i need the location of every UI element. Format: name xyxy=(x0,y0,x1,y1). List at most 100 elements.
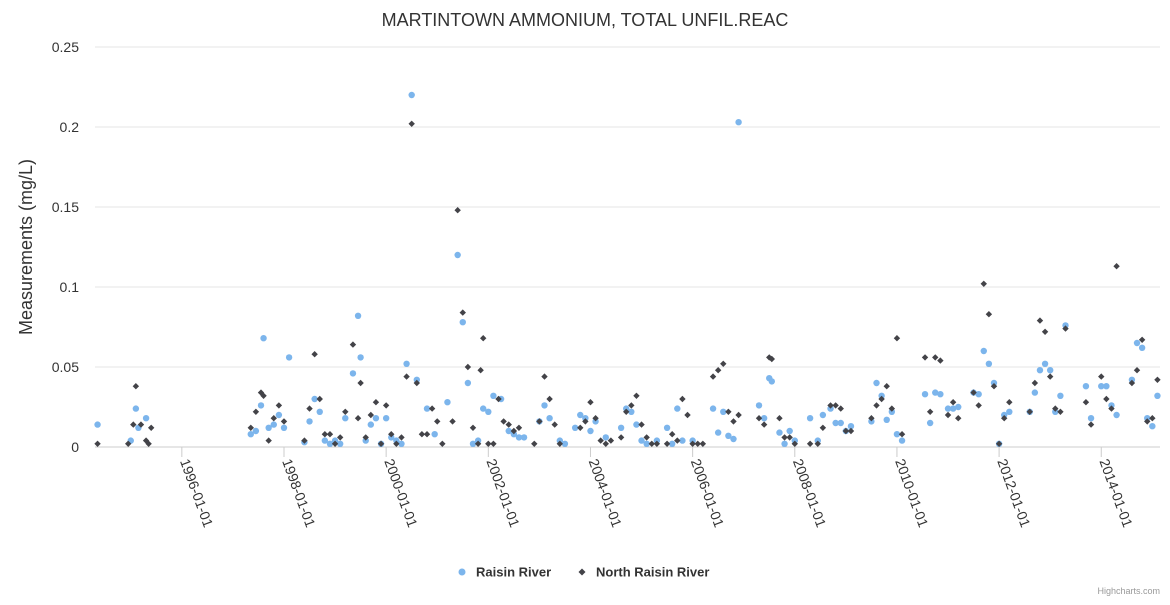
data-point[interactable] xyxy=(316,408,323,415)
data-point[interactable] xyxy=(510,427,518,435)
data-point[interactable] xyxy=(464,363,472,371)
data-point[interactable] xyxy=(1082,399,1090,406)
data-point[interactable] xyxy=(735,119,742,126)
data-point[interactable] xyxy=(469,440,477,447)
data-point[interactable] xyxy=(336,440,344,447)
data-point[interactable] xyxy=(252,408,260,415)
data-point[interactable] xyxy=(633,392,640,399)
data-point[interactable] xyxy=(490,392,497,399)
data-point[interactable] xyxy=(1103,395,1110,403)
data-point[interactable] xyxy=(1057,408,1064,415)
data-point[interactable] xyxy=(684,411,691,419)
data-point[interactable] xyxy=(408,91,415,99)
data-point[interactable] xyxy=(546,395,553,403)
data-point[interactable] xyxy=(592,415,599,422)
data-point[interactable] xyxy=(1113,411,1120,419)
data-point[interactable] xyxy=(663,424,671,431)
data-point[interactable] xyxy=(354,415,362,422)
data-point[interactable] xyxy=(577,424,584,431)
data-point[interactable] xyxy=(145,440,152,447)
data-point[interactable] xyxy=(668,440,676,447)
data-point[interactable] xyxy=(280,424,288,431)
data-point[interactable] xyxy=(541,373,548,380)
data-point[interactable] xyxy=(995,440,1003,447)
data-point[interactable] xyxy=(980,280,987,287)
data-point[interactable] xyxy=(125,440,132,447)
data-point[interactable] xyxy=(668,431,676,438)
data-point[interactable] xyxy=(814,440,821,447)
data-point[interactable] xyxy=(842,427,850,435)
data-point[interactable] xyxy=(342,415,349,422)
data-point[interactable] xyxy=(709,405,717,412)
data-point[interactable] xyxy=(847,423,855,430)
data-point[interactable] xyxy=(985,360,993,367)
legend-item-0[interactable]: Raisin River xyxy=(458,565,552,580)
data-point[interactable] xyxy=(321,437,329,444)
data-point[interactable] xyxy=(515,434,523,441)
data-point[interactable] xyxy=(459,309,466,316)
data-point[interactable] xyxy=(955,415,962,422)
data-point[interactable] xyxy=(1046,367,1054,374)
data-point[interactable] xyxy=(1144,418,1151,425)
data-point[interactable] xyxy=(837,405,844,412)
data-point[interactable] xyxy=(474,440,482,447)
data-point[interactable] xyxy=(638,421,645,428)
data-point[interactable] xyxy=(469,424,477,431)
data-point[interactable] xyxy=(132,405,140,412)
data-point[interactable] xyxy=(1133,367,1141,374)
data-point[interactable] xyxy=(444,399,451,406)
data-point[interactable] xyxy=(485,408,492,415)
data-point[interactable] xyxy=(1031,379,1039,387)
data-point[interactable] xyxy=(949,405,957,412)
data-point[interactable] xyxy=(306,418,313,425)
data-point[interactable] xyxy=(1062,325,1069,332)
data-point[interactable] xyxy=(648,440,655,447)
data-point[interactable] xyxy=(1149,423,1156,430)
data-point[interactable] xyxy=(561,440,569,447)
data-point[interactable] xyxy=(786,427,793,435)
data-point[interactable] xyxy=(883,383,890,390)
data-point[interactable] xyxy=(755,402,763,409)
data-point[interactable] xyxy=(449,418,456,425)
data-point[interactable] xyxy=(985,311,993,318)
data-point[interactable] xyxy=(142,415,150,422)
data-point[interactable] xyxy=(275,402,283,409)
data-point[interactable] xyxy=(94,440,101,447)
data-point[interactable] xyxy=(280,418,288,425)
data-point[interactable] xyxy=(531,440,538,447)
data-point[interactable] xyxy=(617,424,625,431)
data-point[interactable] xyxy=(888,405,896,412)
data-point[interactable] xyxy=(260,392,267,399)
data-point[interactable] xyxy=(1149,415,1156,422)
data-point[interactable] xyxy=(336,434,344,441)
data-point[interactable] xyxy=(1041,328,1049,335)
data-point[interactable] xyxy=(377,440,385,447)
data-point[interactable] xyxy=(643,440,650,447)
data-point[interactable] xyxy=(725,408,732,415)
data-point[interactable] xyxy=(847,427,855,435)
data-point[interactable] xyxy=(464,379,472,387)
data-point[interactable] xyxy=(653,440,661,447)
data-point[interactable] xyxy=(1057,392,1064,399)
data-point[interactable] xyxy=(480,335,487,342)
data-point[interactable] xyxy=(1103,383,1110,390)
data-point[interactable] xyxy=(275,411,283,419)
data-point[interactable] xyxy=(1138,344,1146,351)
data-point[interactable] xyxy=(898,431,906,438)
data-point[interactable] xyxy=(354,312,362,319)
data-point[interactable] xyxy=(975,402,982,409)
data-point[interactable] xyxy=(898,437,906,444)
data-point[interactable] xyxy=(837,419,844,427)
data-point[interactable] xyxy=(1031,389,1039,396)
data-point[interactable] xyxy=(1128,379,1136,387)
data-point[interactable] xyxy=(1062,322,1069,329)
data-point[interactable] xyxy=(515,424,523,431)
data-point[interactable] xyxy=(735,411,742,419)
data-point[interactable] xyxy=(372,399,380,406)
data-point[interactable] xyxy=(720,408,727,415)
data-point[interactable] xyxy=(679,395,686,403)
data-point[interactable] xyxy=(495,395,502,403)
data-point[interactable] xyxy=(551,421,558,428)
data-point[interactable] xyxy=(587,427,594,435)
data-point[interactable] xyxy=(490,440,497,447)
